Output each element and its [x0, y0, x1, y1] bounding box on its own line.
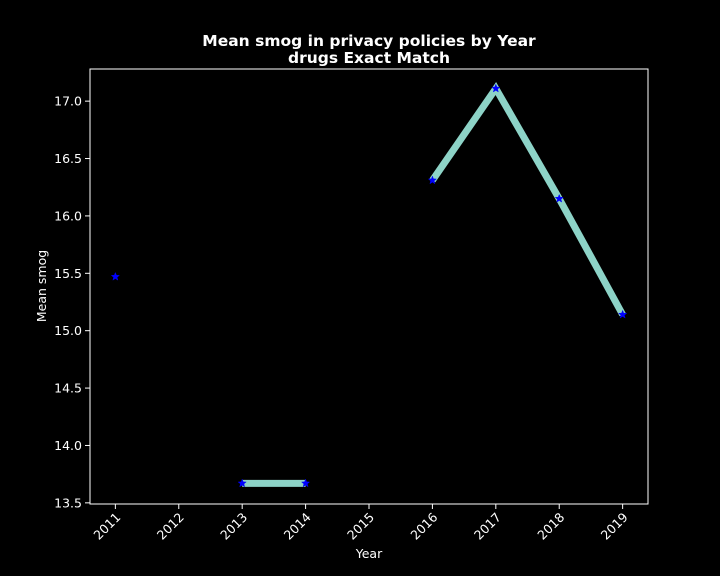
data-point-marker [617, 309, 628, 319]
x-tick-label: 2016 [407, 509, 440, 542]
series-line [429, 81, 626, 317]
y-tick-label: 15.0 [54, 323, 82, 338]
x-tick-label: 2015 [344, 510, 377, 543]
y-tick-label: 17.0 [54, 94, 82, 109]
data-point-marker [491, 83, 501, 93]
y-tick-label: 13.5 [54, 495, 82, 510]
x-tick-label: 2011 [90, 510, 123, 543]
x-tick-label: 2013 [217, 510, 250, 543]
data-point-marker [237, 478, 247, 488]
y-axis-label: Mean smog [34, 250, 49, 322]
data-point-marker [300, 478, 311, 488]
x-tick-label: 2014 [281, 509, 314, 542]
x-tick-label: 2017 [471, 510, 504, 543]
plot-frame [89, 68, 649, 505]
x-tick-label: 2019 [598, 509, 631, 542]
chart-subtitle: drugs Exact Match [288, 49, 450, 67]
x-axis-label: Year [355, 546, 383, 561]
y-tick-label: 14.0 [54, 438, 82, 453]
data-point-marker [427, 175, 438, 185]
y-tick-label: 16.5 [54, 151, 82, 166]
x-tick-label: 2012 [154, 510, 187, 543]
y-tick-label: 15.5 [54, 266, 82, 281]
y-tick-label: 14.5 [54, 381, 82, 396]
y-tick-label: 16.0 [54, 208, 82, 223]
chart-title: Mean smog in privacy policies by Year [202, 32, 536, 50]
data-point-marker [554, 193, 564, 203]
data-point-marker [110, 271, 121, 281]
x-tick-label: 2018 [534, 509, 567, 542]
